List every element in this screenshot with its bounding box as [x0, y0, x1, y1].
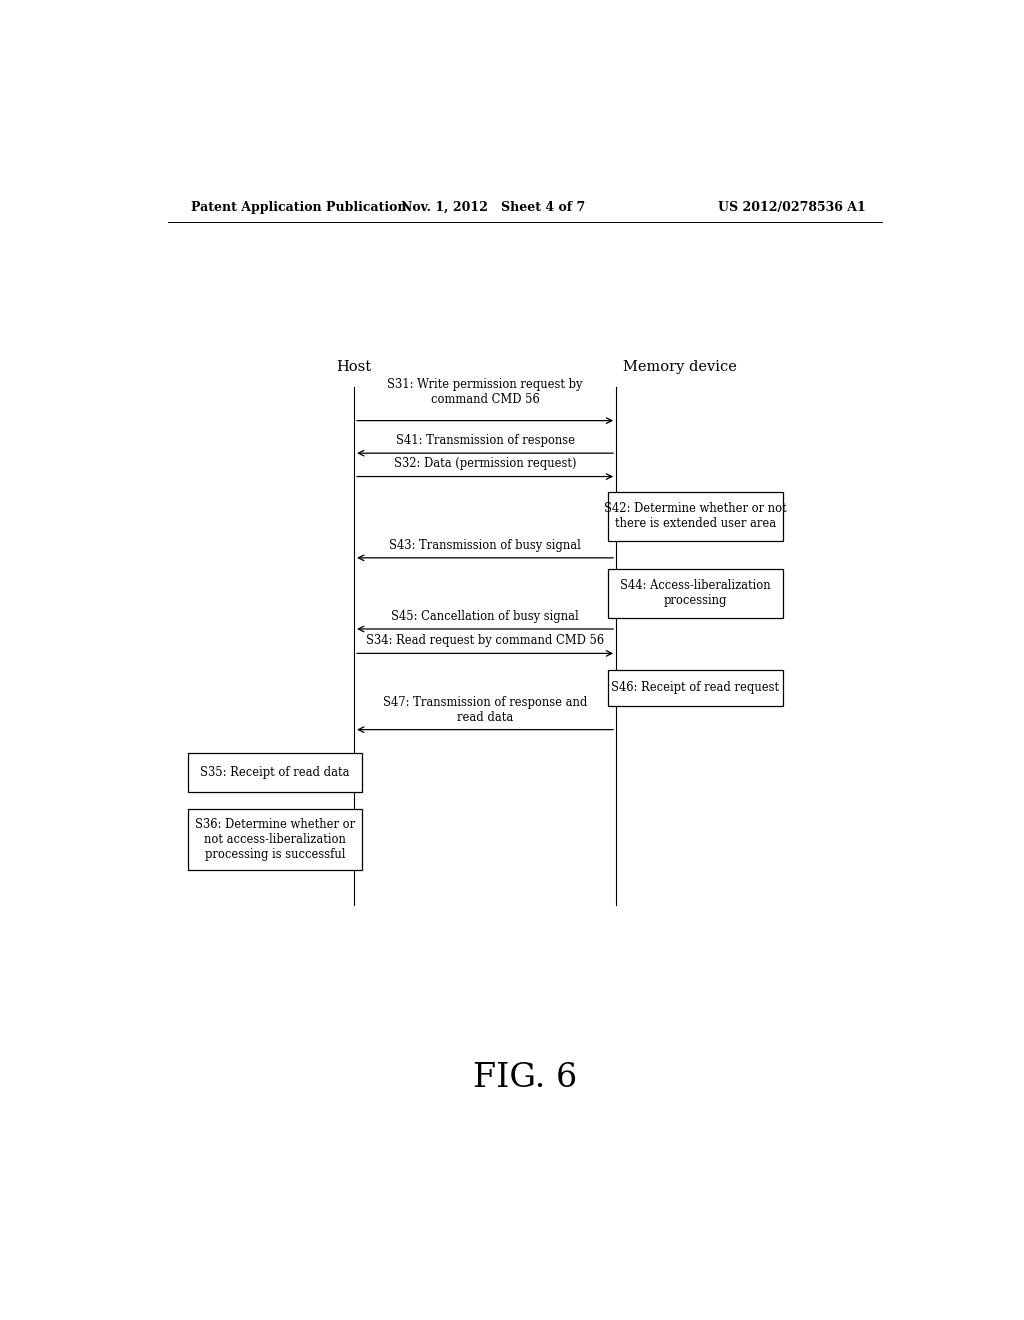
- Text: Memory device: Memory device: [623, 360, 736, 374]
- Text: Host: Host: [337, 360, 372, 374]
- Text: S41: Transmission of response: S41: Transmission of response: [395, 434, 574, 447]
- Bar: [187, 752, 362, 792]
- Text: S44: Access-liberalization
processing: S44: Access-liberalization processing: [621, 579, 771, 607]
- Text: S35: Receipt of read data: S35: Receipt of read data: [200, 766, 349, 779]
- Text: US 2012/0278536 A1: US 2012/0278536 A1: [718, 201, 866, 214]
- Text: S34: Read request by command CMD 56: S34: Read request by command CMD 56: [366, 635, 604, 647]
- Text: FIG. 6: FIG. 6: [473, 1063, 577, 1094]
- Bar: [608, 492, 782, 541]
- Text: S42: Determine whether or not
there is extended user area: S42: Determine whether or not there is e…: [604, 502, 786, 531]
- Text: Patent Application Publication: Patent Application Publication: [191, 201, 407, 214]
- Text: S36: Determine whether or
not access-liberalization
processing is successful: S36: Determine whether or not access-lib…: [195, 818, 355, 861]
- Text: S47: Transmission of response and
read data: S47: Transmission of response and read d…: [383, 696, 588, 723]
- Text: S45: Cancellation of busy signal: S45: Cancellation of busy signal: [391, 610, 579, 623]
- Text: S43: Transmission of busy signal: S43: Transmission of busy signal: [389, 539, 581, 552]
- Text: S46: Receipt of read request: S46: Receipt of read request: [611, 681, 779, 694]
- Text: S31: Write permission request by
command CMD 56: S31: Write permission request by command…: [387, 379, 583, 407]
- Bar: [608, 671, 782, 706]
- Bar: [187, 809, 362, 870]
- Bar: [608, 569, 782, 618]
- Text: Nov. 1, 2012   Sheet 4 of 7: Nov. 1, 2012 Sheet 4 of 7: [401, 201, 585, 214]
- Text: S32: Data (permission request): S32: Data (permission request): [394, 458, 577, 470]
